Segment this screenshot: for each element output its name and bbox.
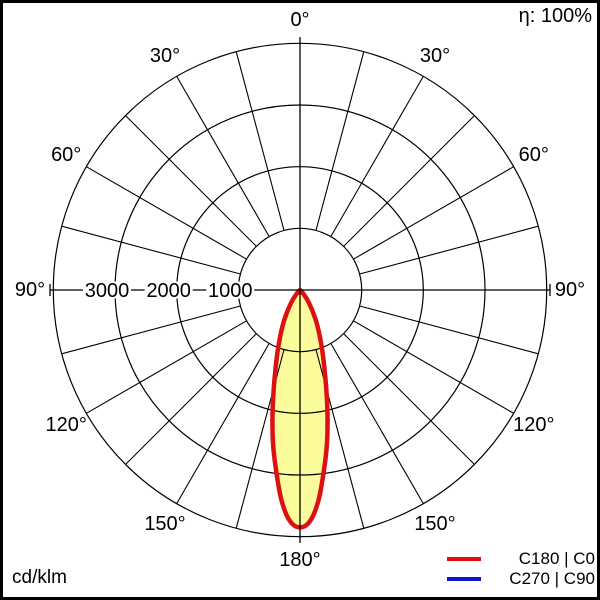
grid-spoke: [330, 343, 424, 504]
unit-label: cd/klm: [12, 567, 67, 588]
grid-spoke: [343, 115, 475, 247]
legend-item-label: C270 | C90: [509, 569, 595, 588]
grid-spoke: [359, 225, 539, 275]
angle-label: 120°: [513, 414, 554, 436]
legend: C180 | C0 C270 | C90: [447, 549, 595, 589]
efficiency-label: η: 100%: [518, 5, 592, 27]
grid-spoke: [343, 333, 475, 465]
ring-label: 2000: [146, 280, 191, 302]
angle-label: 90°: [15, 279, 45, 301]
angle-label: 180°: [279, 549, 320, 571]
ring-label-bg: [83, 281, 131, 299]
angle-label: 150°: [414, 513, 455, 535]
legend-line-swatch: [447, 577, 481, 581]
legend-item: C180 | C0: [447, 549, 595, 569]
grid-spoke: [353, 320, 514, 414]
legend-item: C270 | C90: [447, 569, 595, 589]
angle-label: 0°: [290, 9, 309, 31]
grid-spoke: [86, 166, 247, 260]
grid-spoke: [86, 320, 247, 414]
grid-spoke: [330, 76, 424, 237]
grid-spoke: [353, 166, 514, 260]
angle-label: 30°: [150, 45, 180, 67]
angle-label: 120°: [46, 414, 87, 436]
grid-spoke: [125, 333, 257, 465]
grid-spoke: [235, 51, 285, 231]
grid-spoke: [359, 305, 539, 355]
grid-spoke: [315, 51, 365, 231]
ring-label-bg: [206, 281, 255, 299]
grid-spoke: [61, 225, 241, 275]
ring-label: 1000: [208, 280, 253, 302]
ring-label-bg: [144, 281, 193, 299]
ring-label: 3000: [85, 280, 130, 302]
angle-label: 60°: [51, 144, 81, 166]
legend-line-swatch: [447, 557, 481, 561]
grid-spoke: [176, 76, 270, 237]
legend-item-label: C180 | C0: [518, 549, 595, 568]
angle-label: 60°: [519, 144, 549, 166]
grid-spoke: [176, 343, 270, 504]
grid-spoke: [61, 305, 241, 355]
angle-label: 150°: [144, 513, 185, 535]
angle-label: 30°: [420, 45, 450, 67]
grid-spoke: [125, 115, 257, 247]
angle-label: 90°: [555, 279, 585, 301]
